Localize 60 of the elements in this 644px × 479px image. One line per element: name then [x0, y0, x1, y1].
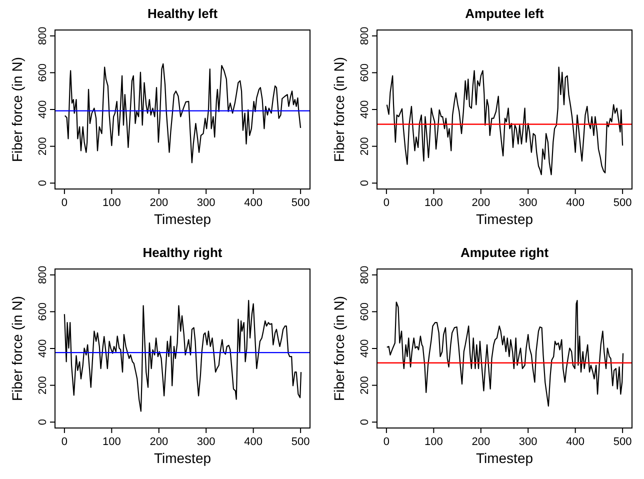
chart-title: Amputee left — [465, 6, 545, 21]
x-tick-label: 500 — [613, 436, 632, 448]
y-tick-label: 0 — [37, 419, 49, 426]
x-axis-title: Timestep — [476, 211, 534, 227]
y-tick-label: 600 — [37, 64, 49, 82]
x-tick-label: 400 — [566, 436, 585, 448]
x-tick-label: 300 — [518, 436, 538, 448]
y-tick-label: 0 — [37, 180, 49, 186]
x-tick-label: 100 — [424, 197, 443, 209]
x-axis-title: Timestep — [154, 211, 212, 227]
y-tick-label: 200 — [37, 137, 49, 156]
x-tick-label: 400 — [244, 436, 263, 448]
y-tick-label: 200 — [359, 376, 371, 394]
x-tick-label: 300 — [518, 197, 538, 209]
y-tick-label: 400 — [359, 100, 371, 119]
x-tick-label: 300 — [196, 436, 216, 448]
y-axis-title: Fiber force (in N) — [9, 56, 25, 162]
y-tick-label: 200 — [359, 137, 371, 156]
x-tick-label: 400 — [244, 197, 263, 209]
x-tick-label: 500 — [291, 197, 310, 209]
x-tick-label: 200 — [150, 436, 168, 448]
y-tick-label: 800 — [37, 26, 49, 46]
y-tick-label: 400 — [37, 100, 49, 119]
x-tick-label: 100 — [102, 436, 121, 448]
chart-title: Healthy left — [147, 6, 218, 21]
y-tick-label: 400 — [359, 339, 371, 358]
x-tick-label: 0 — [383, 436, 390, 448]
y-axis-title: Fiber force (in N) — [331, 296, 347, 402]
y-tick-label: 600 — [359, 302, 371, 321]
y-tick-label: 800 — [37, 266, 49, 284]
x-tick-label: 200 — [472, 197, 490, 209]
x-tick-label: 500 — [613, 197, 632, 209]
chart-title: Amputee right — [460, 245, 550, 260]
x-axis-title: Timestep — [476, 450, 534, 466]
line-series — [386, 66, 624, 176]
y-axis-title: Fiber force (in N) — [9, 296, 25, 402]
line-series — [386, 300, 624, 407]
y-axis-title: Fiber force (in N) — [331, 56, 347, 162]
x-tick-label: 300 — [196, 197, 216, 209]
y-tick-label: 800 — [359, 26, 371, 46]
y-tick-label: 200 — [37, 376, 49, 394]
x-tick-label: 0 — [383, 197, 390, 209]
line-series — [64, 300, 302, 412]
x-tick-label: 0 — [61, 197, 68, 209]
x-tick-label: 400 — [566, 197, 585, 209]
x-tick-label: 100 — [102, 197, 121, 209]
x-tick-label: 200 — [150, 197, 168, 209]
chart-title: Healthy right — [142, 245, 223, 260]
y-tick-label: 0 — [359, 419, 371, 426]
x-tick-label: 0 — [61, 436, 68, 448]
x-tick-label: 200 — [472, 436, 490, 448]
y-tick-label: 0 — [359, 180, 371, 186]
y-tick-label: 600 — [37, 302, 49, 321]
y-tick-label: 400 — [37, 339, 49, 358]
y-tick-label: 600 — [359, 64, 371, 82]
line-series — [64, 63, 302, 164]
x-tick-label: 500 — [291, 436, 310, 448]
y-tick-label: 800 — [359, 266, 371, 284]
x-tick-label: 100 — [424, 436, 443, 448]
x-axis-title: Timestep — [154, 450, 212, 466]
